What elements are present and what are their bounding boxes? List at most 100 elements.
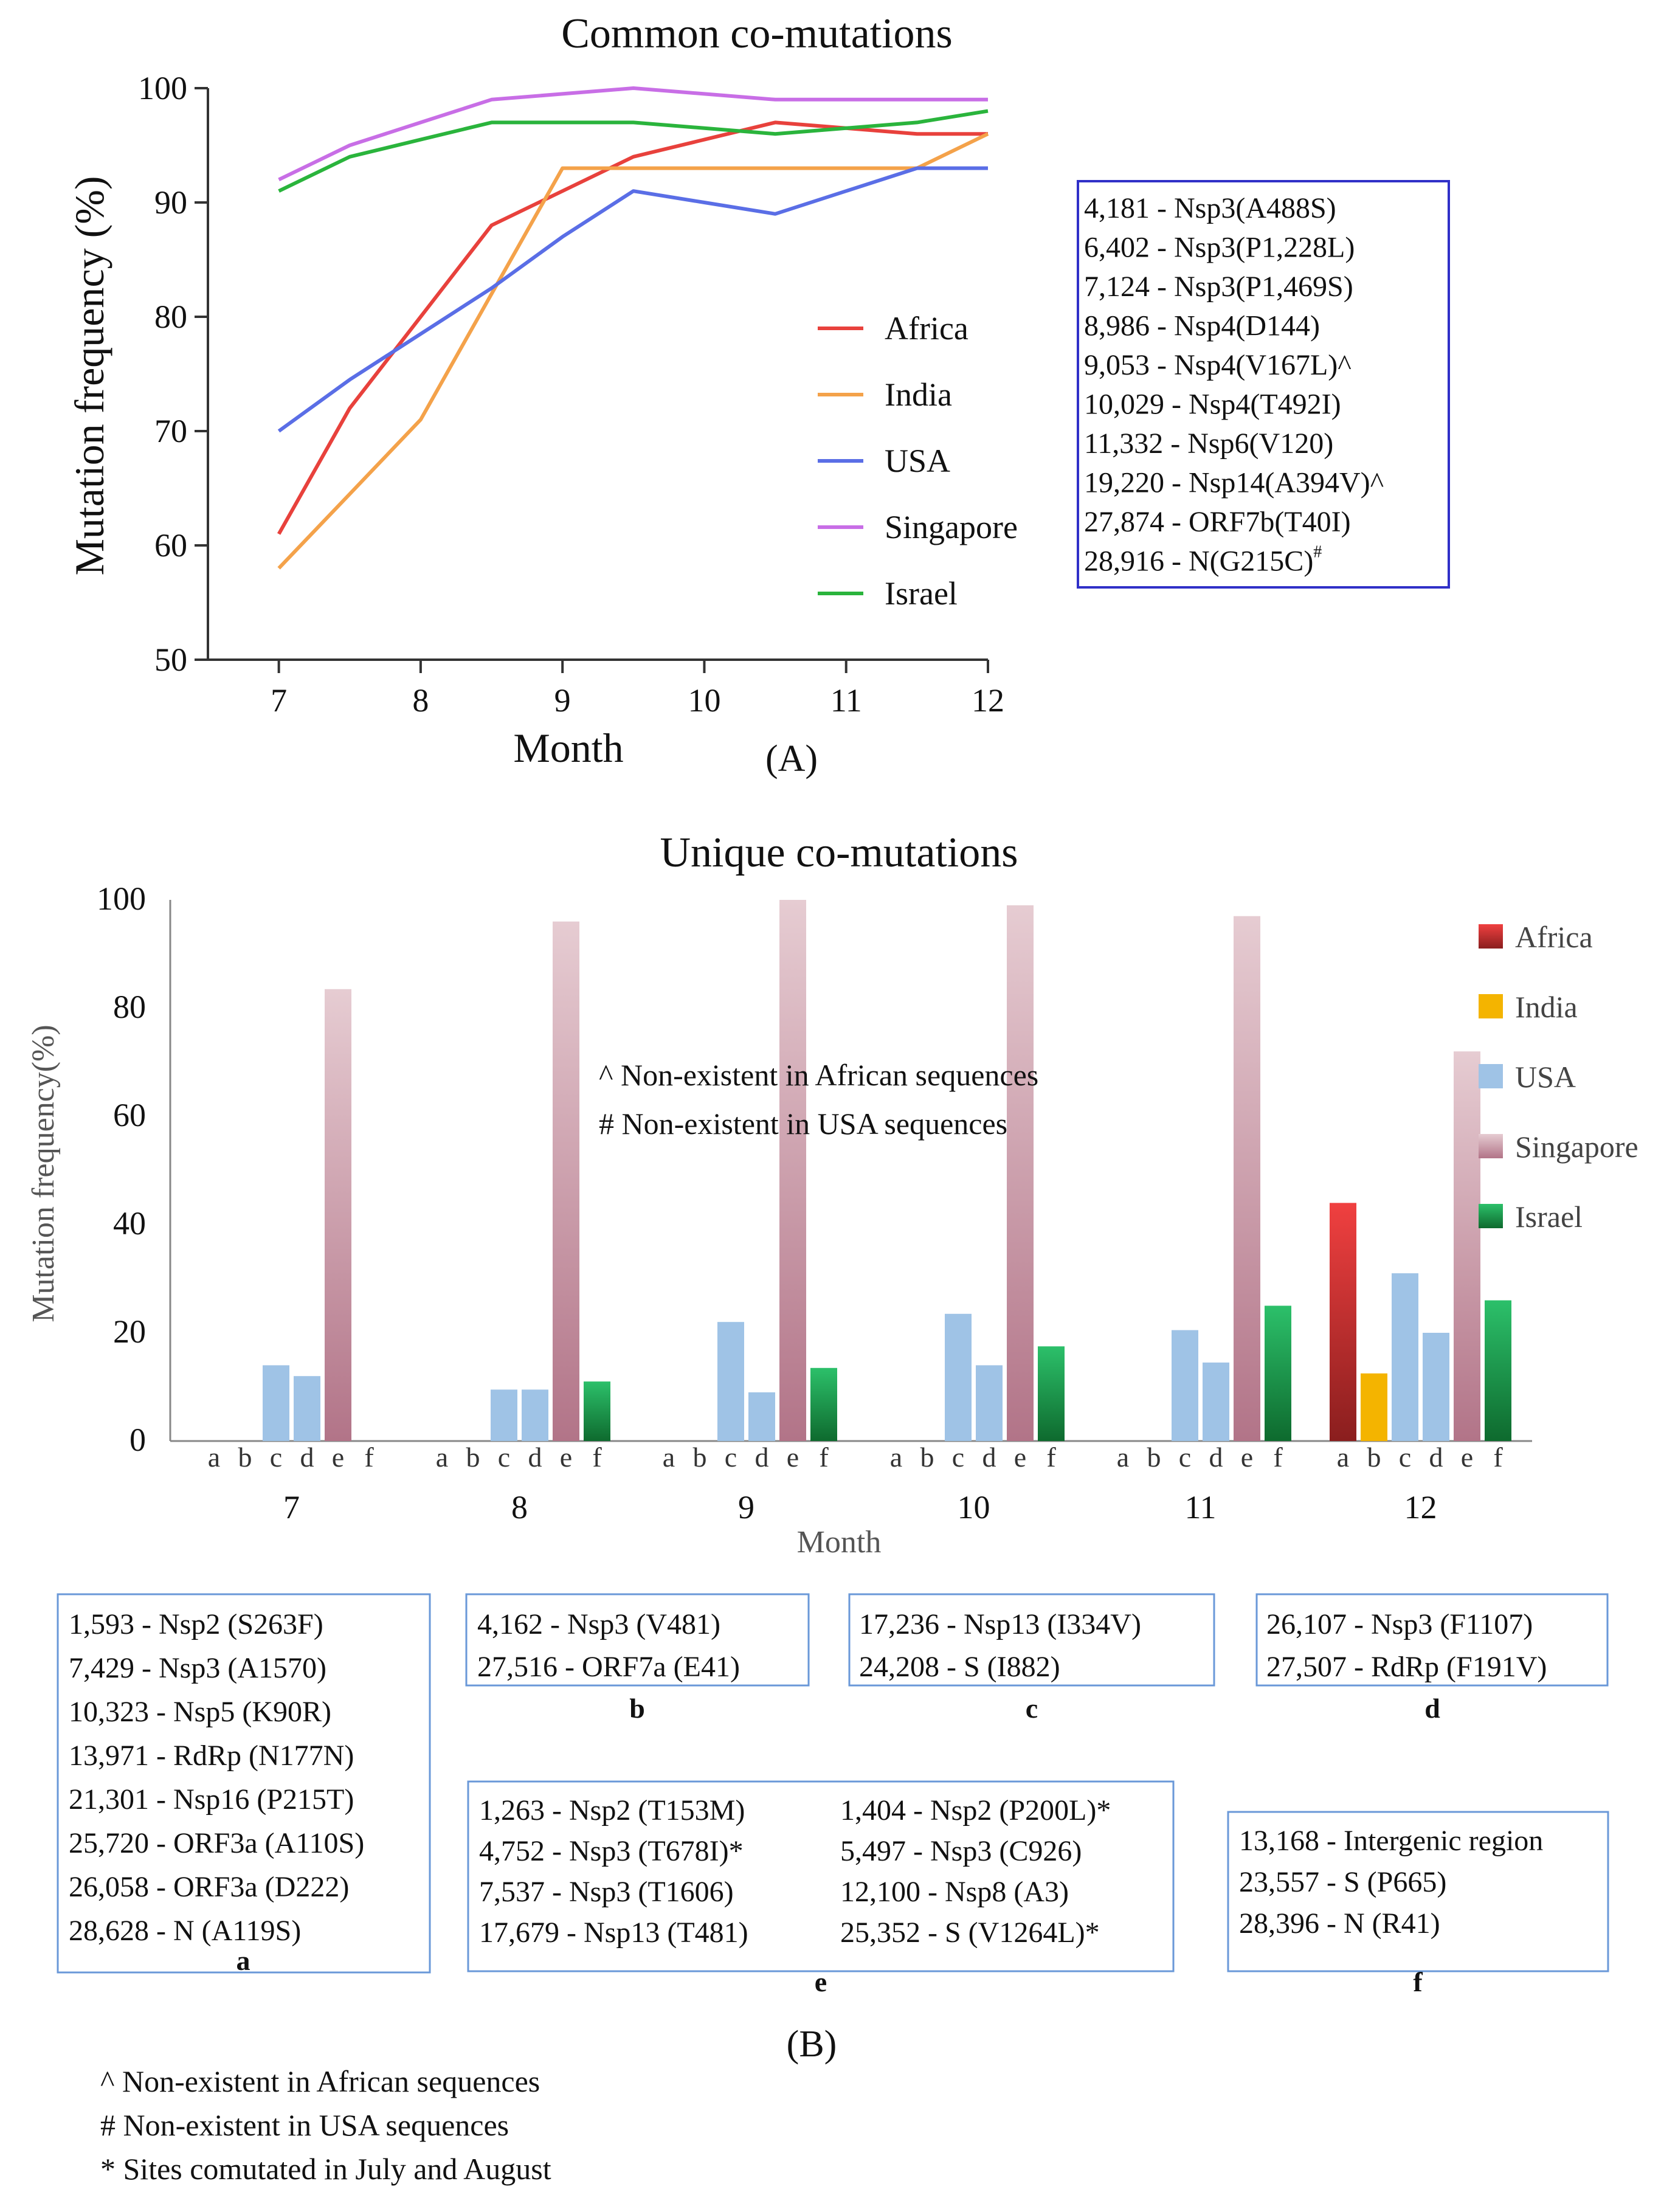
chart-b-bars xyxy=(263,900,1511,1442)
common-mutation-item: 11,332 - Nsp6(V120) xyxy=(1084,427,1333,460)
box-d-item: 27,507 - RdRp (F191V) xyxy=(1266,1651,1547,1683)
common-mutation-item: 28,916 - N(G215C)# xyxy=(1084,543,1322,578)
legend-label-usa: USA xyxy=(885,443,950,479)
box-e-item: 5,497 - Nsp3 (C926) xyxy=(840,1835,1082,1867)
chart-a-x-tick-label: 7 xyxy=(271,682,287,719)
chart-b-subcategory-label: c xyxy=(1399,1442,1411,1473)
box-a-item: 25,720 - ORF3a (A110S) xyxy=(69,1827,364,1859)
series-line-india xyxy=(277,132,989,570)
chart-b-subcategory-label: c xyxy=(725,1442,737,1473)
chart-b-subcategory-label: a xyxy=(436,1442,448,1473)
box-f-label: f xyxy=(1413,1966,1423,1997)
bar-usa-month-7-c xyxy=(263,1365,289,1441)
bar-singapore-month-7-e xyxy=(325,989,351,1441)
series-line-usa xyxy=(277,166,988,433)
common-mutation-item: 27,874 - ORF7b(T40I) xyxy=(1084,506,1351,538)
legend-label-africa: Africa xyxy=(885,310,968,347)
legend-label-india: India xyxy=(885,376,952,413)
chart-a-y-tick-label: 100 xyxy=(138,70,187,106)
chart-a-series xyxy=(277,86,989,570)
box-e-item: 1,263 - Nsp2 (T153M) xyxy=(479,1794,745,1827)
bar-israel-month-11-f xyxy=(1265,1305,1291,1441)
box-c-item: 24,208 - S (I882) xyxy=(859,1651,1060,1683)
series-line-singapore xyxy=(278,86,988,182)
common-mutation-list: 4,181 - Nsp3(A488S) 6,402 - Nsp3(P1,228L)… xyxy=(1077,180,1450,589)
box-e-label: e xyxy=(815,1966,827,1997)
chart-b-subcategory-label: c xyxy=(270,1442,282,1473)
bar-israel-month-10-f xyxy=(1038,1346,1065,1442)
chart-b-subcategory-label: f xyxy=(364,1442,374,1473)
chart-a-x-ticks: 7 8 9 10 11 12 xyxy=(271,660,1004,719)
chart-b-subcategory-label: a xyxy=(663,1442,675,1473)
box-c-item: 17,236 - Nsp13 (I334V) xyxy=(859,1608,1141,1640)
box-a-item: 10,323 - Nsp5 (K90R) xyxy=(69,1696,331,1728)
chart-b-month-label: 8 xyxy=(511,1489,528,1526)
chart-b-annotations: ^ Non-existent in African sequences # Non… xyxy=(599,1058,1038,1141)
bar-usa-month-12-d xyxy=(1423,1333,1449,1441)
legend-swatch-singapore xyxy=(1479,1134,1503,1158)
box-a-item: 26,058 - ORF3a (D222) xyxy=(69,1871,349,1903)
chart-b-month-label: 10 xyxy=(958,1489,990,1526)
bar-usa-month-8-d xyxy=(522,1389,548,1441)
chart-a-x-label: Month xyxy=(513,725,623,771)
bar-israel-month-9-f xyxy=(810,1367,837,1441)
chart-a-axes xyxy=(207,88,988,661)
chart-a-y-tick-label: 50 xyxy=(154,641,187,678)
box-d-label: d xyxy=(1424,1693,1440,1724)
bar-singapore-month-12-e xyxy=(1454,1051,1480,1441)
box-a-frame xyxy=(57,1593,431,1974)
box-a-item: 21,301 - Nsp16 (P215T) xyxy=(69,1783,354,1816)
bar-usa-month-11-d xyxy=(1203,1362,1229,1441)
legend-label-singapore: Singapore xyxy=(885,509,1018,545)
chart-b-month-label: 12 xyxy=(1404,1489,1437,1526)
bar-singapore-month-9-e xyxy=(779,900,806,1441)
box-e-item: 17,679 - Nsp13 (T481) xyxy=(479,1916,748,1949)
box-b-item: 4,162 - Nsp3 (V481) xyxy=(477,1608,720,1640)
box-e-item: 1,404 - Nsp2 (P200L)* xyxy=(840,1794,1111,1827)
bar-israel-month-8-f xyxy=(584,1381,610,1441)
common-mutation-list-frame xyxy=(1077,180,1450,589)
bar-usa-month-9-d xyxy=(748,1392,775,1441)
chart-b-subcategory-label: d xyxy=(1209,1442,1223,1473)
legend-swatch-india xyxy=(1479,994,1503,1018)
bar-singapore-month-8-e xyxy=(553,921,579,1441)
panel-b-label: (B) xyxy=(787,2024,837,2065)
chart-a-y-tick-label: 60 xyxy=(154,527,187,564)
footnote: * Sites comutated in July and August xyxy=(100,2152,551,2186)
common-mutation-item: 9,053 - Nsp4(V167L)^ xyxy=(1084,349,1352,381)
common-mutation-item: 8,986 - Nsp4(D144) xyxy=(1084,310,1320,342)
chart-b-subcategory-label: b xyxy=(466,1442,480,1473)
chart-b-subcategory-label: b xyxy=(693,1442,707,1473)
chart-b-subcategory-label: a xyxy=(1117,1442,1129,1473)
chart-b-subcategory-label: d xyxy=(1429,1442,1443,1473)
box-a-item: 7,429 - Nsp3 (A1570) xyxy=(69,1652,326,1684)
footnote: ^ Non-existent in African sequences xyxy=(100,2064,540,2098)
box-b-label: b xyxy=(629,1693,645,1724)
line-chart-common-comutations: Common co-mutations 50 60 70 80 90 100 7 8 9 10 1… xyxy=(66,10,1450,779)
bar-singapore-month-10-e xyxy=(1007,905,1034,1441)
legend-swatch-israel xyxy=(1479,1204,1503,1228)
box-f-frame xyxy=(1227,1811,1609,1972)
chart-a-x-tick-label: 8 xyxy=(412,682,429,719)
chart-a-legend: Africa India USA Singapore Israel xyxy=(818,310,1018,612)
chart-b-subcategory-label: f xyxy=(1046,1442,1056,1473)
mutation-boxes: 1,593 - Nsp2 (S263F) 7,429 - Nsp3 (A1570)… xyxy=(57,1593,1609,1997)
chart-b-subcategory-label: f xyxy=(1493,1442,1503,1473)
chart-b-subcategory-label: e xyxy=(1241,1442,1253,1473)
chart-b-title: Unique co-mutations xyxy=(660,829,1018,876)
chart-a-y-ticks: 50 60 70 80 90 100 xyxy=(138,70,208,678)
box-e-item: 12,100 - Nsp8 (A3) xyxy=(840,1876,1069,1908)
chart-a-x-tick-label: 12 xyxy=(972,682,1004,719)
common-mutation-item: 6,402 - Nsp3(P1,228L) xyxy=(1084,232,1355,264)
chart-b-annotation: ^ Non-existent in African sequences xyxy=(599,1058,1038,1092)
box-e-item: 25,352 - S (V1264L)* xyxy=(840,1916,1100,1949)
series-line-israel xyxy=(278,109,989,193)
chart-b-subcategory-label: e xyxy=(560,1442,572,1473)
chart-b-y-label: Mutation frequency(%) xyxy=(26,1025,61,1322)
chart-b-subcategory-label: e xyxy=(1014,1442,1026,1473)
chart-a-y-tick-label: 90 xyxy=(154,184,187,221)
chart-b-subcategory-label: d xyxy=(300,1442,314,1473)
